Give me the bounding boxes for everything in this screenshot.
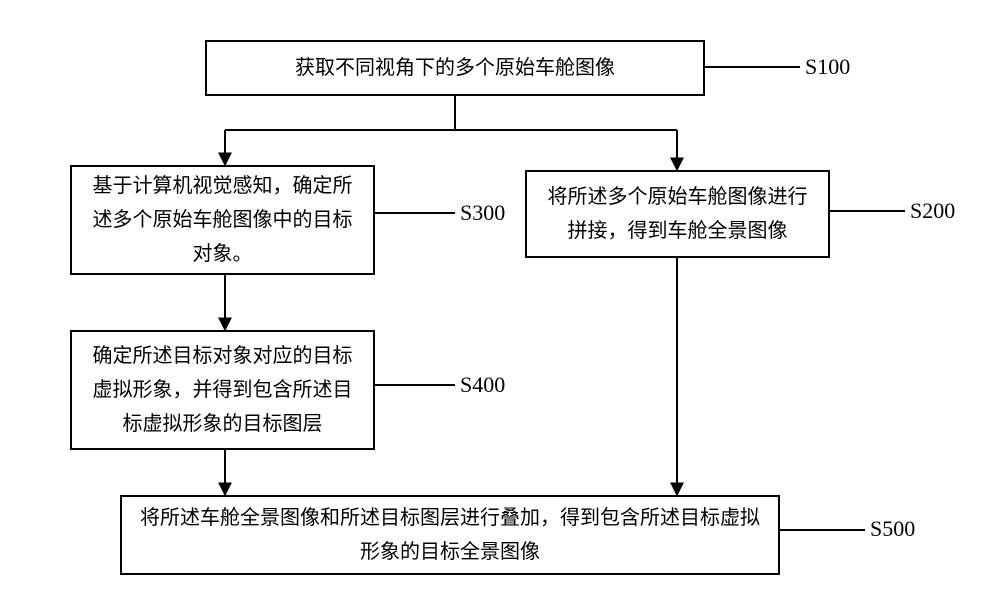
node-s500: 将所述车舱全景图像和所述目标图层进行叠加，得到包含所述目标虚拟形象的目标全景图像 — [120, 495, 780, 575]
label-s400: S400 — [460, 372, 505, 398]
node-s400-text: 确定所述目标对象对应的目标虚拟形象，并得到包含所述目标虚拟形象的目标图层 — [90, 339, 355, 441]
flowchart-canvas: 获取不同视角下的多个原始车舱图像 基于计算机视觉感知，确定所述多个原始车舱图像中… — [0, 0, 1000, 600]
label-s100: S100 — [805, 54, 850, 80]
node-s100: 获取不同视角下的多个原始车舱图像 — [205, 40, 705, 96]
label-s300: S300 — [460, 200, 505, 226]
node-s100-text: 获取不同视角下的多个原始车舱图像 — [295, 51, 615, 85]
label-s500: S500 — [870, 516, 915, 542]
node-s500-text: 将所述车舱全景图像和所述目标图层进行叠加，得到包含所述目标虚拟形象的目标全景图像 — [140, 501, 760, 569]
node-s400: 确定所述目标对象对应的目标虚拟形象，并得到包含所述目标虚拟形象的目标图层 — [70, 330, 375, 450]
node-s300: 基于计算机视觉感知，确定所述多个原始车舱图像中的目标对象。 — [70, 165, 375, 275]
node-s300-text: 基于计算机视觉感知，确定所述多个原始车舱图像中的目标对象。 — [90, 169, 355, 271]
node-s200-text: 将所述多个原始车舱图像进行拼接，得到车舱全景图像 — [545, 180, 810, 248]
node-s200: 将所述多个原始车舱图像进行拼接，得到车舱全景图像 — [525, 170, 830, 258]
label-s200: S200 — [910, 198, 955, 224]
